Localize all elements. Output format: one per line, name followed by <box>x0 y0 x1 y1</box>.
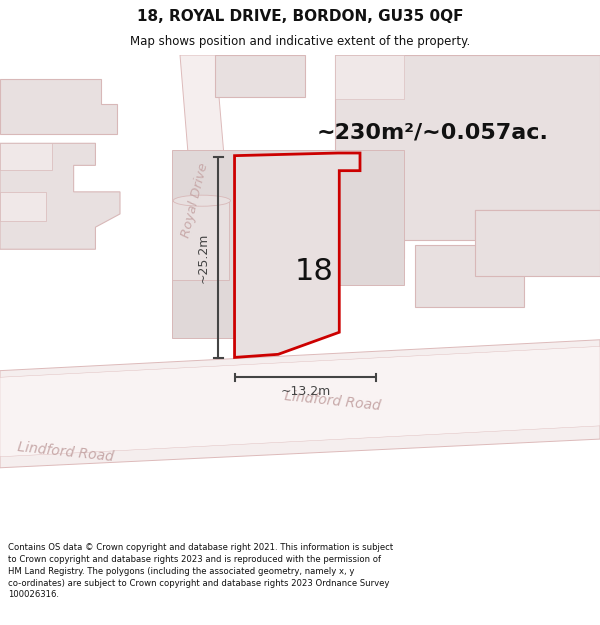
Text: Contains OS data © Crown copyright and database right 2021. This information is : Contains OS data © Crown copyright and d… <box>8 543 393 599</box>
Polygon shape <box>335 55 600 258</box>
Text: 18, ROYAL DRIVE, BORDON, GU35 0QF: 18, ROYAL DRIVE, BORDON, GU35 0QF <box>137 9 463 24</box>
Polygon shape <box>415 245 524 307</box>
Polygon shape <box>172 150 404 338</box>
Text: ~230m²/~0.057ac.: ~230m²/~0.057ac. <box>316 122 548 142</box>
Polygon shape <box>0 346 600 457</box>
Polygon shape <box>0 79 117 134</box>
Text: Lindford Road: Lindford Road <box>17 440 114 464</box>
Text: Lindford Road: Lindford Road <box>284 389 382 414</box>
Polygon shape <box>335 55 404 99</box>
Polygon shape <box>0 143 52 170</box>
Polygon shape <box>172 201 229 280</box>
Text: ~25.2m: ~25.2m <box>197 232 209 283</box>
Ellipse shape <box>173 195 230 206</box>
Text: Map shows position and indicative extent of the property.: Map shows position and indicative extent… <box>130 35 470 48</box>
Text: ~13.2m: ~13.2m <box>280 384 331 398</box>
Polygon shape <box>180 55 235 289</box>
Polygon shape <box>0 340 600 468</box>
Polygon shape <box>0 192 46 221</box>
Polygon shape <box>475 209 600 276</box>
Polygon shape <box>0 143 120 249</box>
Polygon shape <box>235 153 360 358</box>
Ellipse shape <box>198 276 233 293</box>
Text: Royal Drive: Royal Drive <box>179 162 211 239</box>
Text: 18: 18 <box>294 257 333 286</box>
Polygon shape <box>215 55 305 97</box>
